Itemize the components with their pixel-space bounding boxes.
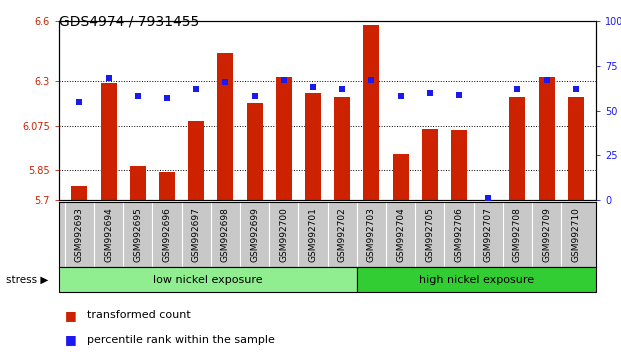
Text: transformed count: transformed count (87, 310, 191, 320)
Bar (334, 97, 350, 200)
Point (571, 86, 581, 92)
Text: GSM992697: GSM992697 (192, 207, 201, 262)
Bar (188, 121, 204, 200)
Point (191, 86, 201, 92)
Text: GSM992695: GSM992695 (134, 207, 142, 262)
Bar (509, 97, 525, 200)
Point (220, 79, 230, 85)
Point (162, 95, 172, 101)
Text: GSM992708: GSM992708 (513, 207, 522, 262)
Text: GSM992705: GSM992705 (425, 207, 434, 262)
Text: GSM992696: GSM992696 (163, 207, 171, 262)
Text: stress ▶: stress ▶ (6, 275, 48, 285)
Text: GSM992704: GSM992704 (396, 207, 405, 262)
Point (250, 93, 260, 99)
Point (512, 86, 522, 92)
Point (337, 86, 347, 92)
Text: ■: ■ (65, 309, 77, 321)
Text: GSM992694: GSM992694 (104, 207, 113, 262)
Bar (130, 166, 146, 200)
Bar (538, 77, 555, 200)
Point (133, 93, 143, 99)
Text: GSM992710: GSM992710 (571, 207, 580, 262)
Bar (247, 103, 263, 200)
Text: GSM992707: GSM992707 (484, 207, 492, 262)
Point (454, 92, 464, 97)
Text: GSM992703: GSM992703 (367, 207, 376, 262)
Bar (159, 172, 175, 200)
Bar (422, 129, 438, 200)
Point (75, 99, 84, 104)
Point (542, 78, 551, 83)
Text: low nickel exposure: low nickel exposure (153, 275, 263, 285)
Text: GSM992699: GSM992699 (250, 207, 259, 262)
Bar (451, 131, 467, 200)
Bar (305, 93, 321, 200)
Text: ■: ■ (65, 333, 77, 346)
Bar (358, 267, 596, 292)
Text: percentile rank within the sample: percentile rank within the sample (87, 335, 275, 345)
Bar (217, 53, 233, 200)
Point (366, 78, 376, 83)
Text: high nickel exposure: high nickel exposure (419, 275, 534, 285)
Point (425, 90, 435, 96)
Text: GDS4974 / 7931455: GDS4974 / 7931455 (59, 14, 199, 28)
Bar (101, 83, 117, 200)
Bar (392, 154, 409, 200)
Bar (59, 267, 358, 292)
Text: GSM992698: GSM992698 (221, 207, 230, 262)
Text: GSM992693: GSM992693 (75, 207, 84, 262)
Text: GSM992706: GSM992706 (455, 207, 463, 262)
Point (308, 85, 318, 90)
Point (483, 195, 493, 201)
Bar (276, 77, 292, 200)
Bar (363, 25, 379, 200)
Text: GSM992701: GSM992701 (309, 207, 317, 262)
Point (104, 76, 114, 81)
Text: GSM992700: GSM992700 (279, 207, 288, 262)
Bar (71, 186, 88, 200)
Text: GSM992709: GSM992709 (542, 207, 551, 262)
Text: GSM992702: GSM992702 (338, 207, 347, 262)
Point (396, 93, 406, 99)
Bar (568, 97, 584, 200)
Point (279, 78, 289, 83)
